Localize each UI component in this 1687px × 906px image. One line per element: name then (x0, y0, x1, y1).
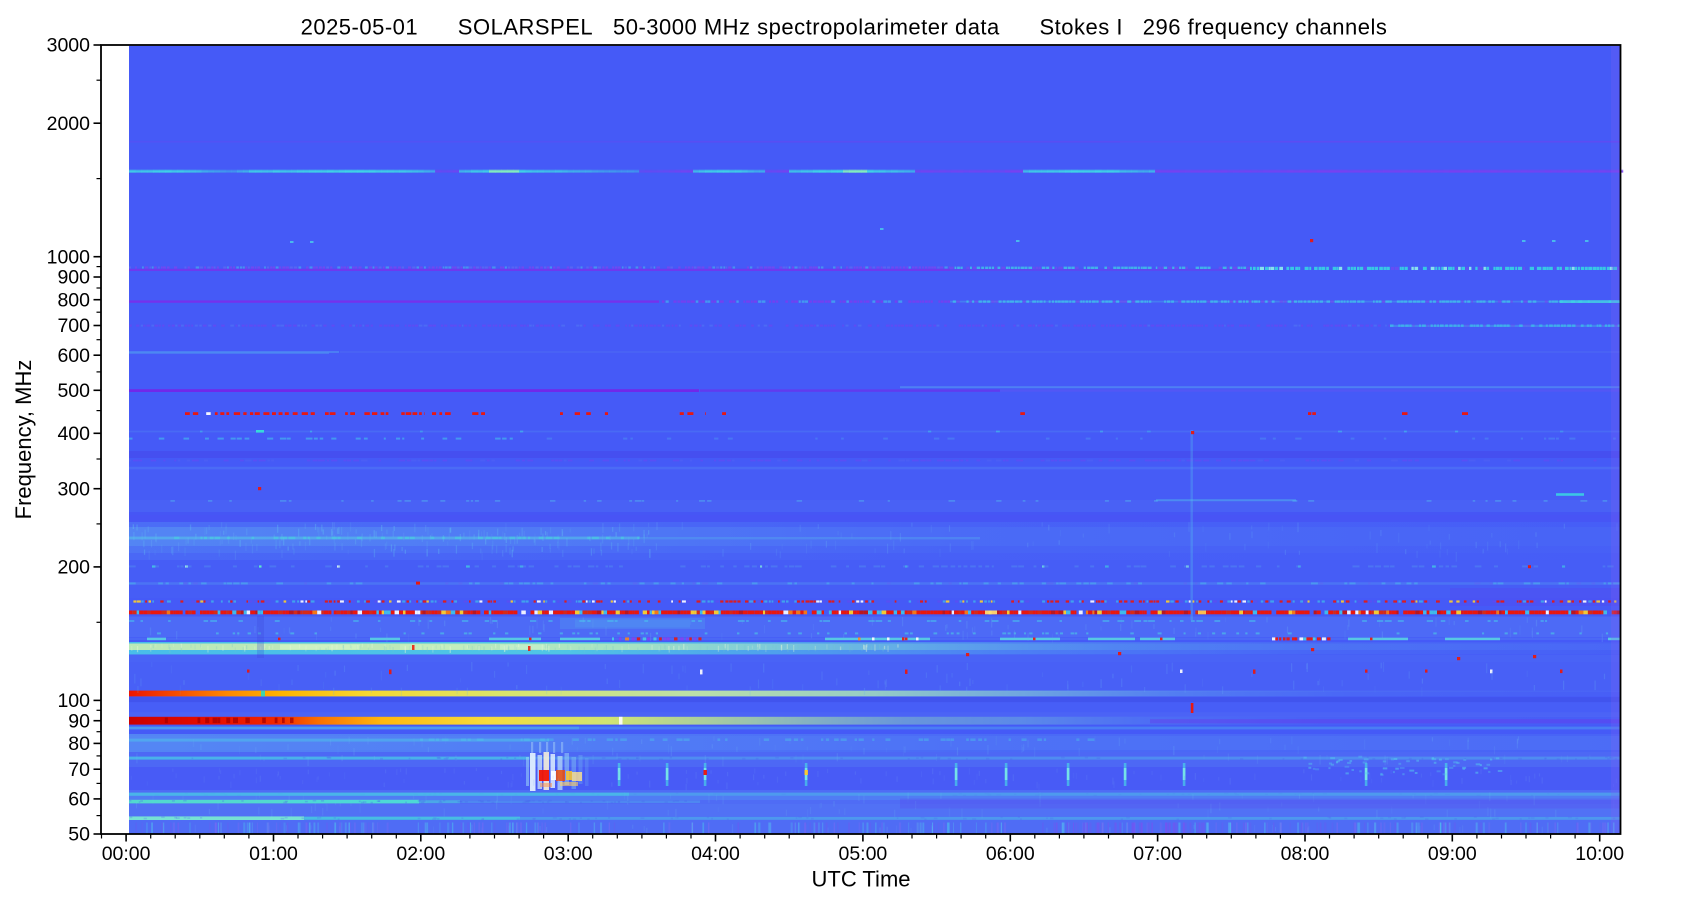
svg-text:UTC Time: UTC Time (812, 867, 911, 892)
svg-text:80: 80 (68, 733, 90, 755)
svg-text:03:00: 03:00 (544, 843, 593, 865)
svg-text:800: 800 (57, 289, 90, 311)
svg-text:300: 300 (57, 478, 90, 500)
svg-text:70: 70 (68, 759, 90, 781)
svg-text:200: 200 (57, 557, 90, 579)
svg-text:2025-05-01 SOLARSPEL 50: 2025-05-01 SOLARSPEL 50-3000 MHz spectro… (301, 15, 1388, 40)
svg-text:Frequency, MHz: Frequency, MHz (11, 360, 36, 520)
svg-text:3000: 3000 (47, 35, 91, 57)
svg-text:08:00: 08:00 (1281, 843, 1330, 865)
svg-text:05:00: 05:00 (838, 843, 887, 865)
svg-text:2000: 2000 (47, 113, 91, 135)
svg-text:100: 100 (57, 690, 90, 712)
svg-text:00:00: 00:00 (102, 843, 151, 865)
svg-text:09:00: 09:00 (1428, 843, 1477, 865)
svg-text:60: 60 (68, 789, 90, 811)
svg-text:50: 50 (68, 824, 90, 846)
svg-text:06:00: 06:00 (986, 843, 1035, 865)
svg-text:01:00: 01:00 (249, 843, 298, 865)
svg-text:500: 500 (57, 380, 90, 402)
svg-text:04:00: 04:00 (691, 843, 740, 865)
svg-text:90: 90 (68, 710, 90, 732)
svg-text:900: 900 (57, 267, 90, 289)
svg-text:400: 400 (57, 423, 90, 445)
svg-text:10:00: 10:00 (1575, 843, 1624, 865)
svg-text:700: 700 (57, 315, 90, 337)
svg-text:1000: 1000 (47, 246, 91, 268)
svg-text:600: 600 (57, 345, 90, 367)
svg-text:07:00: 07:00 (1133, 843, 1182, 865)
svg-text:02:00: 02:00 (396, 843, 445, 865)
